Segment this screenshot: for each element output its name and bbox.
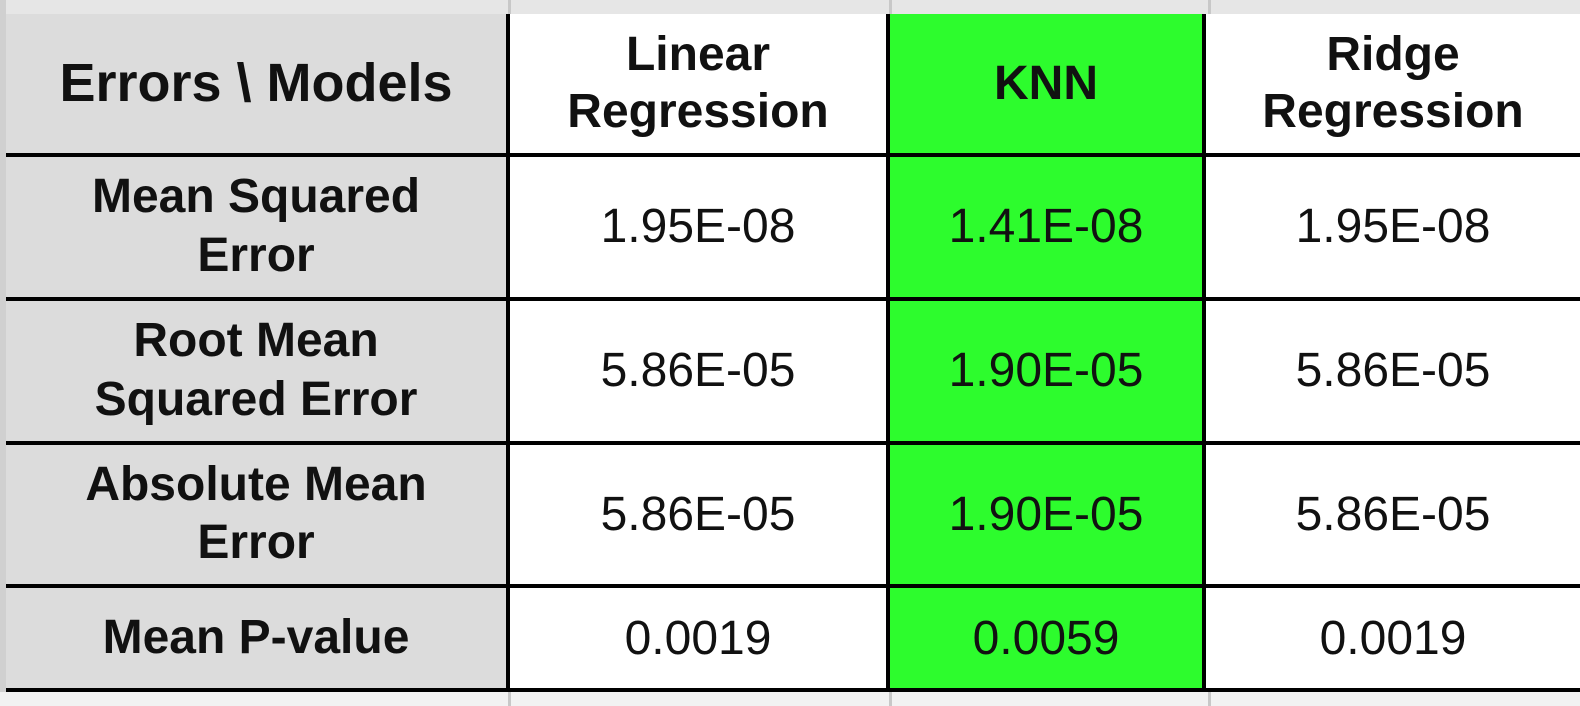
table-row-p-value: Mean P-value 0.0019 0.0059 0.0019 — [6, 584, 1580, 692]
table-row-rmse: Root Mean Squared Error 5.86E-05 1.90E-0… — [6, 296, 1580, 445]
cell-mae-linear: 5.86E-05 — [506, 440, 890, 589]
gridline — [1208, 0, 1211, 14]
cell-rmse-ridge: 5.86E-05 — [1202, 296, 1580, 445]
cell-mse-linear: 1.95E-08 — [506, 152, 890, 301]
cell-rmse-knn: 1.90E-05 — [886, 296, 1206, 445]
model-header-ridge-regression: Ridge Regression — [1202, 14, 1580, 157]
cell-pvalue-ridge: 0.0019 — [1202, 584, 1580, 692]
model-error-comparison-table: Errors \ Models Linear Regression KNN Ri… — [6, 14, 1580, 692]
top-gridline-strip — [0, 0, 1580, 14]
cell-mse-knn: 1.41E-08 — [886, 152, 1206, 301]
model-name-line1: Ridge — [1326, 27, 1460, 81]
row-label-line2: Error — [197, 516, 315, 570]
model-name-line2: Regression — [1262, 85, 1524, 139]
table-row-mse: Mean Squared Error 1.95E-08 1.41E-08 1.9… — [6, 152, 1580, 301]
corner-label: Errors \ Models — [59, 53, 453, 114]
row-label-line1: Mean Squared — [91, 170, 421, 224]
cell-pvalue-knn: 0.0059 — [886, 584, 1206, 692]
header-row: Errors \ Models Linear Regression KNN Ri… — [6, 14, 1580, 157]
row-label-mse: Mean Squared Error — [6, 152, 510, 301]
model-name-line1: Linear — [625, 27, 771, 81]
cell-mae-knn: 1.90E-05 — [886, 440, 1206, 589]
gridline — [889, 692, 892, 706]
table-row-mae: Absolute Mean Error 5.86E-05 1.90E-05 5.… — [6, 440, 1580, 589]
gridline — [508, 692, 511, 706]
row-label-line2: Error — [197, 228, 315, 282]
cell-rmse-linear: 5.86E-05 — [506, 296, 890, 445]
gridline — [1208, 692, 1211, 706]
row-label-rmse: Root Mean Squared Error — [6, 296, 510, 445]
model-name-line1: KNN — [994, 56, 1098, 110]
row-label-line1: Mean P-value — [102, 610, 410, 664]
row-label-p-value: Mean P-value — [6, 584, 510, 692]
model-header-knn: KNN — [886, 14, 1206, 157]
model-name-line2: Regression — [567, 85, 829, 139]
cell-pvalue-linear: 0.0019 — [506, 584, 890, 692]
left-gridline-strip — [0, 0, 6, 706]
row-label-line1: Root Mean — [133, 314, 379, 368]
gridline — [889, 0, 892, 14]
row-label-line2: Squared Error — [94, 372, 418, 426]
row-label-line1: Absolute Mean — [85, 457, 427, 511]
gridline — [508, 0, 511, 14]
row-label-mae: Absolute Mean Error — [6, 440, 510, 589]
corner-header-cell: Errors \ Models — [6, 14, 510, 157]
cell-mae-ridge: 5.86E-05 — [1202, 440, 1580, 589]
model-header-linear-regression: Linear Regression — [506, 14, 890, 157]
cell-mse-ridge: 1.95E-08 — [1202, 152, 1580, 301]
bottom-gridline-strip — [0, 692, 1580, 706]
